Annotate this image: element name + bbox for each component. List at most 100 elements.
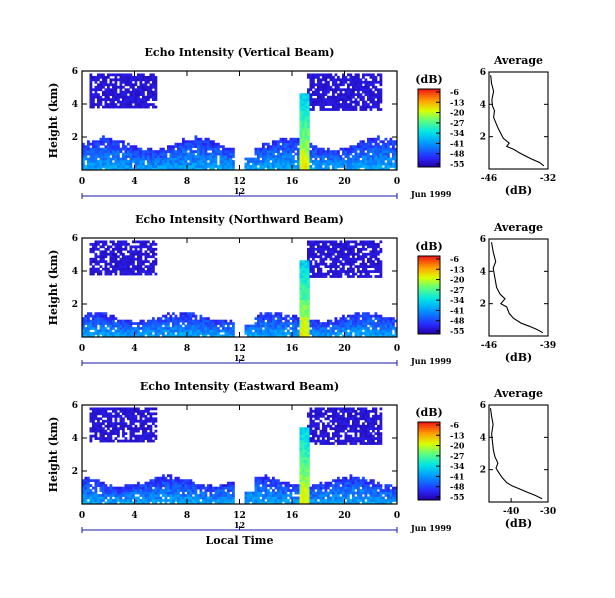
heatmap-cell — [259, 162, 263, 166]
heatmap-cell — [107, 491, 110, 495]
heatmap-cell — [102, 165, 105, 168]
heatmap-cell — [324, 160, 328, 163]
heatmap-cell — [289, 137, 293, 141]
heatmap-cell — [277, 484, 280, 487]
heatmap-cell — [104, 439, 108, 443]
heatmap-cell — [154, 85, 158, 89]
heatmap-cell — [334, 332, 338, 335]
heatmap-cell — [269, 319, 273, 323]
heatmap-cell — [84, 165, 88, 168]
heatmap-cell — [109, 496, 113, 500]
heatmap-cell — [307, 299, 310, 303]
y-axis-label: Height (km) — [47, 83, 60, 159]
heatmap-cell — [322, 329, 325, 333]
heatmap-cell — [389, 150, 393, 153]
heatmap-cell — [169, 476, 173, 480]
heatmap-cell — [354, 317, 358, 320]
heatmap-cell — [269, 484, 273, 487]
heatmap-cell — [344, 272, 348, 276]
heatmap-cell — [372, 262, 375, 266]
heatmap-cell — [309, 108, 313, 111]
heatmap-cell — [82, 496, 85, 500]
heatmap-cell — [324, 90, 328, 94]
heatmap-cell — [269, 155, 273, 158]
heatmap-cell — [124, 247, 128, 251]
heatmap-cell — [134, 267, 138, 271]
heatmap-cell — [357, 93, 360, 97]
heatmap-cell — [354, 167, 358, 171]
heatmap-cell — [199, 489, 203, 492]
heatmap-cell — [147, 152, 150, 156]
heatmap-cell — [317, 80, 320, 84]
heatmap-cell — [359, 272, 363, 276]
heatmap-cell — [299, 110, 303, 114]
heatmap-cell — [182, 137, 185, 141]
heatmap-cell — [292, 499, 295, 502]
colorbar-step — [418, 118, 440, 121]
heatmap-cell — [272, 496, 275, 500]
heatmap-cell — [364, 262, 368, 266]
heatmap-cell — [349, 98, 353, 101]
heatmap-cell — [119, 332, 123, 335]
heatmap-cell — [154, 152, 158, 156]
heatmap-cell — [99, 412, 103, 416]
heatmap-cell — [179, 165, 183, 168]
heatmap-cell — [92, 412, 95, 416]
heatmap-cell — [342, 317, 345, 320]
heatmap-cell — [149, 319, 153, 323]
heatmap-cell — [349, 260, 353, 264]
heatmap-cell — [187, 479, 190, 483]
heatmap-cell — [367, 145, 370, 149]
heatmap-cell — [139, 484, 143, 487]
heatmap-cell — [259, 489, 263, 492]
heatmap-cell — [384, 137, 388, 141]
heatmap-cell — [152, 252, 155, 256]
heatmap-cell — [334, 275, 338, 278]
heatmap-cell — [184, 484, 188, 487]
heatmap-cell — [347, 260, 350, 264]
heatmap-cell — [152, 78, 155, 82]
heatmap-cell — [342, 73, 345, 77]
heatmap-cell — [169, 479, 173, 483]
heatmap-cell — [339, 162, 343, 166]
heatmap-cell — [164, 150, 168, 153]
heatmap-cell — [347, 98, 350, 101]
heatmap-cell — [349, 245, 353, 249]
heatmap-cell — [302, 307, 305, 311]
heatmap-cell — [342, 245, 345, 249]
heatmap-cell — [259, 327, 263, 330]
heatmap-cell — [119, 247, 123, 251]
heatmap-cell — [332, 75, 335, 79]
heatmap-cell — [112, 427, 115, 431]
heatmap-cell — [92, 424, 95, 428]
heatmap-cell — [247, 329, 250, 333]
heatmap-cell — [152, 334, 155, 338]
heatmap-cell — [339, 262, 343, 266]
heatmap-cell — [112, 142, 115, 146]
heatmap-cell — [134, 437, 138, 440]
heatmap-cell — [392, 150, 395, 153]
heatmap-cell — [377, 275, 380, 278]
heatmap-cell — [209, 152, 213, 156]
heatmap-cell — [97, 255, 100, 259]
heatmap-cell — [379, 98, 383, 101]
heatmap-cell — [377, 145, 380, 149]
heatmap-cell — [304, 105, 308, 109]
heatmap-cell — [359, 270, 363, 273]
heatmap-cell — [227, 324, 230, 328]
heatmap-cell — [324, 257, 328, 261]
heatmap-cell — [394, 165, 398, 168]
heatmap-cell — [167, 486, 170, 490]
heatmap-cell — [164, 157, 168, 161]
heatmap-cell — [362, 147, 365, 151]
heatmap-cell — [259, 314, 263, 318]
heatmap-cell — [99, 85, 103, 89]
heatmap-cell — [392, 165, 395, 168]
heatmap-cell — [337, 255, 340, 259]
heatmap-cell — [279, 157, 283, 161]
heatmap-cell — [172, 145, 175, 149]
heatmap-cell — [244, 494, 248, 497]
heatmap-cell — [392, 319, 395, 323]
heatmap-cell — [249, 491, 253, 495]
heatmap-cell — [224, 167, 228, 171]
